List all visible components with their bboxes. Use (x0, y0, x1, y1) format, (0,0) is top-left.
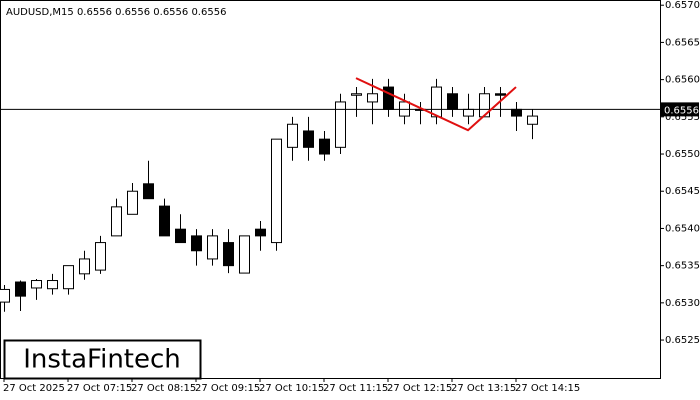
y-tick-label: 0.6545 (665, 186, 700, 197)
current-price-label: 0.6556 (664, 105, 699, 116)
candle-body (223, 242, 234, 267)
candle-body (111, 206, 122, 237)
y-tick-label: 0.6525 (665, 335, 700, 346)
candle-body (271, 138, 282, 244)
candle-body (463, 108, 474, 117)
candle-body (383, 86, 394, 110)
x-tick-label: 27 Oct 14:15 (515, 383, 580, 394)
candle-body (511, 108, 522, 117)
x-tick-label: 27 Oct 11:15 (323, 383, 388, 394)
candle-body (351, 93, 362, 96)
x-tick-label: 27 Oct 12:15 (387, 383, 452, 394)
current-price-box (661, 102, 699, 117)
candle-body (0, 288, 10, 303)
candle-body (479, 93, 490, 118)
candle-body (207, 235, 218, 260)
candle-body (191, 235, 202, 252)
candle-body (127, 190, 138, 215)
candle-body (143, 183, 154, 200)
candle-body (79, 258, 90, 275)
candle-body (31, 280, 42, 289)
y-tick-label: 0.6540 (665, 223, 700, 234)
y-tick-label: 0.6560 (665, 75, 700, 86)
candle-body (63, 265, 74, 290)
watermark: InstaFintech (23, 345, 181, 375)
x-tick-label: 27 Oct 09:15 (195, 383, 260, 394)
pattern-line (355, 77, 517, 132)
candle-body (47, 280, 58, 290)
y-tick-label: 0.6550 (665, 149, 700, 160)
y-tick-label: 0.6555 (665, 112, 700, 123)
candle-body (95, 242, 106, 271)
candle-body (367, 93, 378, 103)
y-tick-label: 0.6565 (665, 37, 700, 48)
candle-body (255, 228, 266, 237)
x-tick-label: 27 Oct 10:15 (259, 383, 324, 394)
x-tick-label: 27 Oct 07:15 (67, 383, 132, 394)
y-tick-label: 0.6530 (665, 298, 700, 309)
candle-body (239, 235, 250, 274)
candle-body (159, 205, 170, 237)
logo-box (3, 339, 202, 380)
candle-body (175, 228, 186, 244)
candle-body (303, 130, 314, 148)
candle-body (431, 86, 442, 118)
x-tick-label: 27 Oct 08:15 (131, 383, 196, 394)
plot-frame (0, 0, 661, 379)
candle-body (495, 93, 506, 96)
chart-title: AUDUSD,M15 0.6556 0.6556 0.6556 0.6556 (6, 7, 226, 18)
candle-body (527, 115, 538, 125)
candle-body (319, 138, 330, 155)
candle-body (447, 93, 458, 110)
x-tick-label: 27 Oct 2025 (3, 383, 65, 394)
x-tick-label: 27 Oct 13:15 (451, 383, 516, 394)
candle-body (287, 123, 298, 148)
y-tick-label: 0.6535 (665, 261, 700, 272)
candle-body (335, 101, 346, 148)
candle-body (15, 281, 26, 297)
y-tick-label: 0.6570 (665, 0, 700, 11)
